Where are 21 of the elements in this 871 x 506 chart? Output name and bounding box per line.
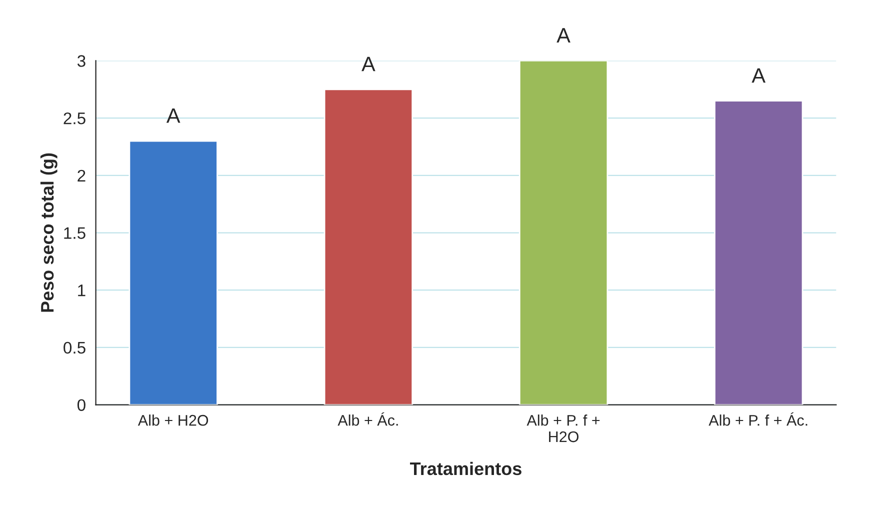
x-tick-label: Alb + Ác. — [338, 412, 398, 426]
bar — [324, 88, 414, 405]
annotation: A — [166, 108, 180, 123]
y-tick-label: 0.5 — [64, 342, 86, 354]
annotation: A — [752, 68, 766, 83]
y-tick-label: 3 — [77, 55, 86, 67]
annotation: A — [556, 28, 570, 43]
y-tick-label: 1 — [78, 284, 86, 296]
annotation: A — [362, 56, 376, 72]
bar — [128, 140, 218, 405]
y-tick-label: 2 — [78, 170, 86, 182]
y-tick-label: 2.5 — [64, 112, 86, 124]
x-axis-title: Tratamientos — [410, 462, 522, 476]
bar — [714, 100, 804, 405]
y-tick-label: 0 — [77, 399, 86, 412]
y-tick-label: 1.5 — [64, 227, 86, 239]
x-tick-label: Alb + P. f + H2O — [526, 414, 600, 442]
x-tick-label: Alb + P. f + Ác. — [708, 412, 808, 426]
y-axis-title: Peso seco total (g) — [40, 153, 58, 312]
x-tick-label: Alb + H2O — [138, 414, 208, 426]
bar — [518, 60, 608, 405]
